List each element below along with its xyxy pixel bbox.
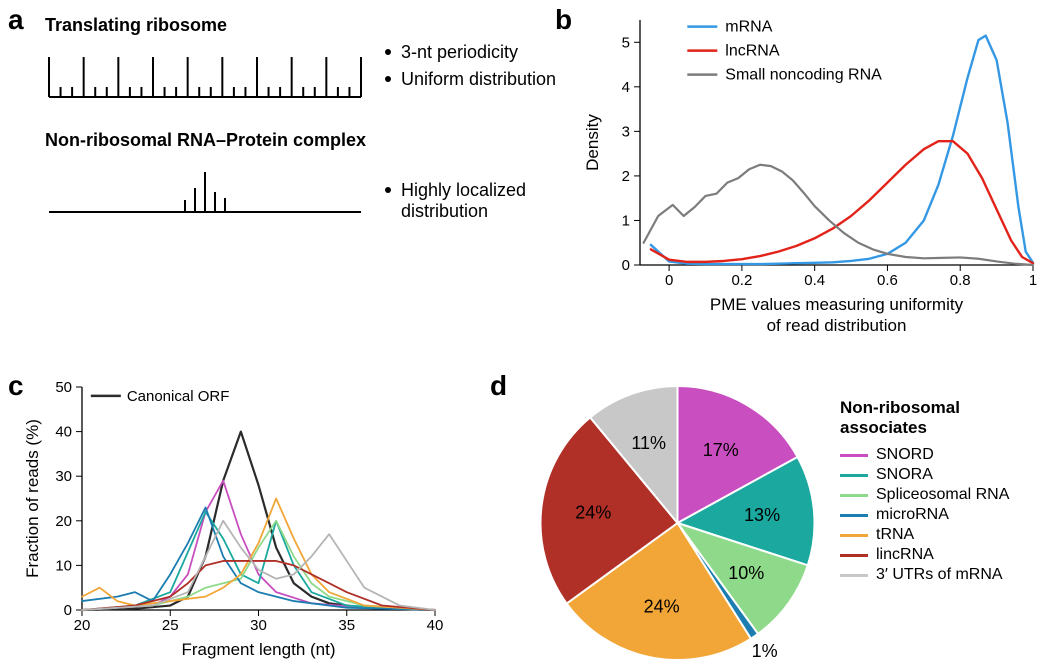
bullet-icon	[385, 187, 391, 193]
svg-text:0: 0	[64, 602, 72, 619]
bullet-item: 3-nt periodicity	[385, 42, 570, 63]
svg-text:Canonical ORF: Canonical ORF	[127, 388, 230, 405]
legend-swatch	[840, 574, 868, 577]
svg-text:13%: 13%	[744, 505, 780, 525]
svg-text:0: 0	[622, 257, 630, 274]
svg-text:35: 35	[338, 617, 355, 634]
legend-item: tRNA	[840, 526, 1045, 544]
bullet-item: Uniform distribution	[385, 69, 570, 90]
svg-text:10%: 10%	[728, 563, 764, 583]
svg-text:30: 30	[250, 617, 267, 634]
legend-swatch	[840, 474, 868, 477]
svg-text:20: 20	[74, 617, 91, 634]
panel-c-chart: 20 25 30 35 40 0 10 20 30 40 50 Fraction of reads (…	[20, 375, 450, 665]
svg-text:4: 4	[622, 79, 630, 96]
legend-item: lincRNA	[840, 546, 1045, 564]
svg-text:mRNA: mRNA	[725, 19, 772, 36]
legend-item: SNORA	[840, 466, 1045, 484]
panel-a-title-1: Translating ribosome	[45, 15, 535, 36]
bullet-text: Uniform distribution	[401, 69, 556, 90]
legend-label: SNORD	[876, 446, 934, 464]
legend-swatch	[840, 494, 868, 497]
svg-text:20: 20	[55, 513, 72, 530]
svg-text:0: 0	[665, 272, 673, 289]
legend-item: 3′ UTRs of mRNA	[840, 566, 1045, 584]
panel-a-title-2: Non-ribosomal RNA–Protein complex	[45, 130, 535, 151]
legend-label: 3′ UTRs of mRNA	[876, 566, 1003, 584]
svg-text:2: 2	[622, 168, 630, 185]
svg-text:Density: Density	[583, 114, 602, 171]
svg-text:PME values measuring uniformit: PME values measuring uniformity	[710, 295, 964, 314]
svg-text:24%: 24%	[575, 502, 611, 522]
panel-a-bullets-2: Highly localized distribution	[385, 180, 570, 228]
svg-text:Fraction of reads (%): Fraction of reads (%)	[23, 419, 42, 578]
legend-item: microRNA	[840, 506, 1045, 524]
panel-d-pie: 17% 13% 10% 1% 24% 24% 11%	[530, 378, 825, 668]
panel-a-label: a	[8, 4, 24, 36]
legend-swatch	[840, 554, 868, 557]
panel-b-label: b	[555, 4, 572, 36]
bullet-icon	[385, 76, 391, 82]
panel-d-label: d	[490, 370, 507, 402]
legend-swatch	[840, 454, 868, 457]
legend-label: SNORA	[876, 466, 933, 484]
legend-swatch	[840, 514, 868, 517]
legend-label: tRNA	[876, 526, 914, 544]
legend-label: microRNA	[876, 506, 949, 524]
svg-text:40: 40	[55, 424, 72, 441]
panel-a-bullets-1: 3-nt periodicity Uniform distribution	[385, 42, 570, 96]
svg-text:5: 5	[622, 34, 630, 51]
figure-root: { "panel_labels": { "a": "a", "b": "b", …	[0, 0, 1050, 667]
panel-d-legend: Non-ribosomal associates SNORD SNORA Splic…	[840, 398, 1045, 586]
svg-text:0.6: 0.6	[877, 272, 898, 289]
panel-b-chart: 0 0.2 0.4 0.6 0.8 1 0 1 2 3 4 5 Density PME values me…	[580, 10, 1045, 340]
svg-text:10: 10	[55, 557, 72, 574]
svg-text:1: 1	[622, 212, 630, 229]
svg-text:0.2: 0.2	[731, 272, 752, 289]
svg-text:40: 40	[427, 617, 444, 634]
legend-item: Spliceosomal RNA	[840, 486, 1045, 504]
legend-label: lincRNA	[876, 546, 934, 564]
svg-text:50: 50	[55, 379, 72, 396]
legend-swatch	[840, 534, 868, 537]
svg-text:11%: 11%	[631, 433, 666, 453]
svg-text:of read distribution: of read distribution	[767, 316, 907, 335]
svg-text:0.4: 0.4	[804, 272, 825, 289]
svg-text:1%: 1%	[752, 641, 778, 661]
bullet-text: 3-nt periodicity	[401, 42, 518, 63]
legend-item: SNORD	[840, 446, 1045, 464]
svg-text:17%: 17%	[703, 440, 739, 460]
svg-text:1: 1	[1029, 272, 1037, 289]
svg-text:0.8: 0.8	[950, 272, 971, 289]
svg-text:lncRNA: lncRNA	[725, 43, 780, 60]
bullet-text: Highly localized distribution	[401, 180, 570, 222]
svg-text:Fragment length (nt): Fragment length (nt)	[181, 640, 335, 659]
panel-d-legend-title: Non-ribosomal associates	[840, 398, 1045, 438]
svg-text:25: 25	[162, 617, 179, 634]
bullet-item: Highly localized distribution	[385, 180, 570, 222]
svg-text:Small noncoding RNA: Small noncoding RNA	[725, 67, 882, 84]
svg-text:30: 30	[55, 468, 72, 485]
bullet-icon	[385, 49, 391, 55]
legend-label: Spliceosomal RNA	[876, 486, 1009, 504]
panel-a-diagram-2	[45, 157, 365, 217]
svg-text:24%: 24%	[644, 596, 680, 616]
svg-text:3: 3	[622, 123, 630, 140]
panel-a-diagram-1	[45, 42, 365, 102]
